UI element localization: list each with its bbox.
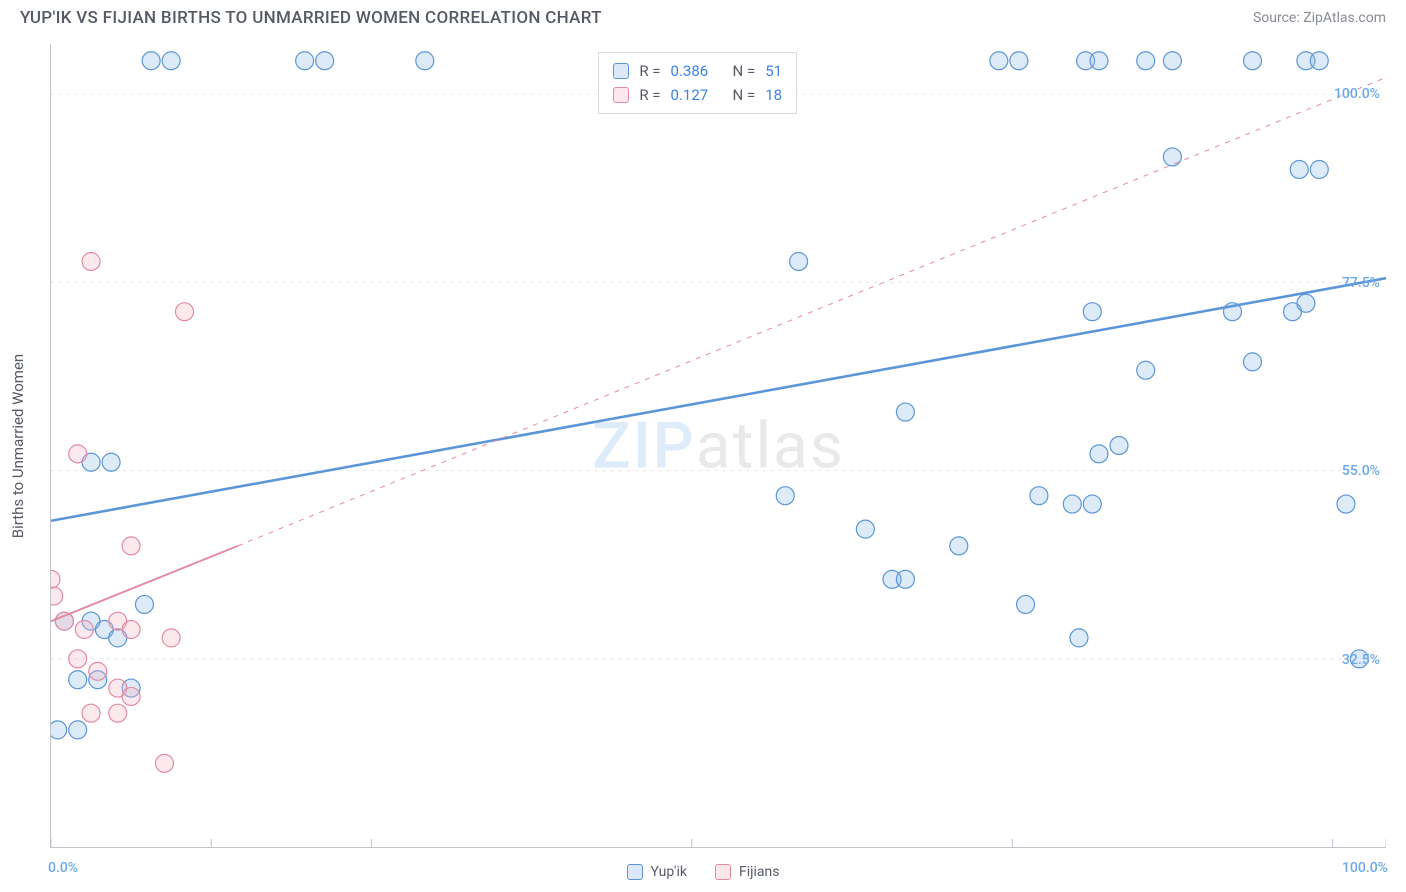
legend-row: R = 0.386 N = 51 — [613, 59, 782, 83]
data-point — [135, 595, 153, 613]
n-label: N = — [733, 83, 756, 107]
data-point — [176, 303, 194, 321]
data-point — [856, 520, 874, 538]
data-point — [69, 650, 87, 668]
r-label: R = — [639, 59, 660, 83]
trend-line-extrapolated — [238, 77, 1386, 545]
series-legend-item: Yup'ik — [627, 864, 687, 880]
data-point — [1297, 294, 1315, 312]
data-point — [1083, 495, 1101, 513]
data-point — [1310, 52, 1328, 70]
data-point — [776, 487, 794, 505]
data-point — [142, 52, 160, 70]
y-tick-label: 77.5% — [1342, 275, 1380, 291]
data-point — [51, 570, 60, 588]
series-legend-item: Fijians — [715, 864, 779, 880]
data-point — [162, 629, 180, 647]
r-value: 0.386 — [671, 59, 723, 83]
n-value: 18 — [765, 83, 782, 107]
data-point — [1110, 437, 1128, 455]
data-point — [1070, 629, 1088, 647]
data-point — [69, 445, 87, 463]
legend-row: R = 0.127 N = 18 — [613, 83, 782, 107]
y-tick-label: 55.0% — [1342, 463, 1380, 479]
y-tick-label: 100.0% — [1334, 86, 1380, 102]
data-point — [790, 252, 808, 270]
data-point — [1137, 361, 1155, 379]
legend-swatch — [613, 87, 629, 103]
data-point — [1083, 303, 1101, 321]
data-point — [1310, 160, 1328, 178]
data-point — [1017, 595, 1035, 613]
data-point — [122, 537, 140, 555]
data-point — [1030, 487, 1048, 505]
data-point — [51, 587, 63, 605]
data-point — [75, 621, 93, 639]
data-point — [69, 721, 87, 739]
data-point — [1290, 160, 1308, 178]
chart-area: ZIPatlas R =0.386N =51R =0.127N =18 32.5… — [50, 44, 1386, 848]
series-label: Yup'ik — [651, 864, 687, 880]
data-point — [1163, 148, 1181, 166]
data-point — [316, 52, 334, 70]
data-point — [1010, 52, 1028, 70]
data-point — [69, 671, 87, 689]
data-point — [1244, 52, 1262, 70]
data-point — [122, 687, 140, 705]
data-point — [1337, 495, 1355, 513]
data-point — [1163, 52, 1181, 70]
data-point — [82, 704, 100, 722]
r-value: 0.127 — [671, 83, 723, 107]
data-point — [1090, 445, 1108, 463]
data-point — [162, 52, 180, 70]
data-point — [990, 52, 1008, 70]
data-point — [950, 537, 968, 555]
data-point — [122, 621, 140, 639]
data-point — [102, 453, 120, 471]
data-point — [416, 52, 434, 70]
trend-line — [51, 278, 1386, 521]
series-label: Fijians — [739, 864, 779, 880]
data-point — [155, 754, 173, 772]
data-point — [89, 662, 107, 680]
n-value: 51 — [765, 59, 782, 83]
plot-region: ZIPatlas R =0.386N =51R =0.127N =18 32.5… — [50, 44, 1386, 848]
data-point — [109, 704, 127, 722]
data-point — [1090, 52, 1108, 70]
series-legend: Yup'ik Fijians — [0, 864, 1406, 880]
data-point — [1137, 52, 1155, 70]
n-label: N = — [733, 59, 756, 83]
legend-swatch — [715, 864, 731, 880]
chart-title: YUP'IK VS FIJIAN BIRTHS TO UNMARRIED WOM… — [20, 8, 602, 28]
source-attribution: Source: ZipAtlas.com — [1253, 10, 1386, 26]
data-point — [896, 403, 914, 421]
data-point — [896, 570, 914, 588]
legend-swatch — [627, 864, 643, 880]
data-point — [296, 52, 314, 70]
r-label: R = — [639, 83, 660, 107]
data-point — [1244, 353, 1262, 371]
legend-swatch — [613, 63, 629, 79]
data-point — [1063, 495, 1081, 513]
y-tick-label: 32.5% — [1342, 652, 1380, 668]
correlation-legend: R = 0.386 N = 51 R = 0.127 N = 18 — [598, 52, 797, 114]
data-point — [82, 252, 100, 270]
y-axis-label: Births to Unmarried Women — [9, 354, 27, 538]
scatter-svg — [51, 44, 1386, 847]
data-point — [51, 721, 67, 739]
